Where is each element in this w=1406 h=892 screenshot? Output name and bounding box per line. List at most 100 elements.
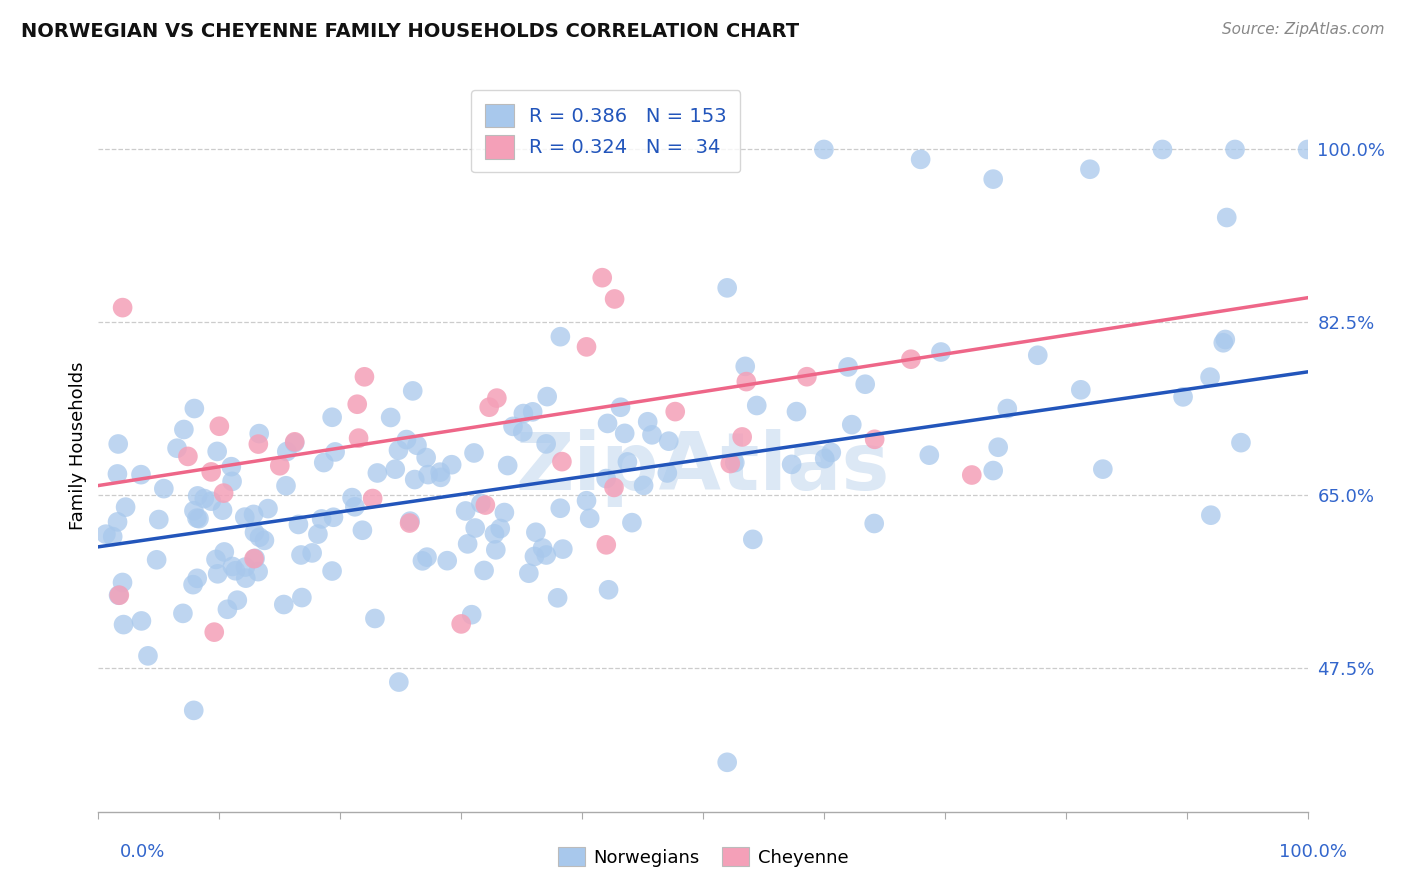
Point [718,457,741,471]
Point [380,410,402,425]
Point [323,445,346,459]
Point [242,508,264,522]
Point [616,455,638,469]
Point [395,433,418,447]
Point [429,465,451,479]
Point [1223,143,1246,157]
Text: 100.0%: 100.0% [1279,843,1347,861]
Point [148,512,170,526]
Point [716,756,738,770]
Point [523,549,546,564]
Point [454,504,477,518]
Point [111,301,134,315]
Point [1070,383,1092,397]
Point [796,369,818,384]
Point [166,441,188,455]
Point [188,511,211,525]
Point [226,593,249,607]
Point [496,458,519,473]
Point [814,451,837,466]
Point [243,551,266,566]
Point [657,466,679,480]
Point [208,419,231,434]
Point [484,526,506,541]
Point [247,426,270,441]
Point [366,466,388,480]
Point [716,281,738,295]
Point [416,550,439,565]
Point [352,523,374,537]
Point [591,270,613,285]
Point [269,458,291,473]
Point [177,450,200,464]
Point [502,419,524,434]
Point [595,538,617,552]
Point [853,377,876,392]
Point [399,514,422,528]
Point [470,496,492,510]
Point [404,473,426,487]
Point [415,450,437,465]
Point [1212,335,1234,350]
Point [633,478,655,492]
Point [472,564,495,578]
Point [233,560,256,574]
Point [863,432,886,446]
Point [536,548,558,562]
Point [512,425,534,439]
Point [981,464,1004,478]
Point [361,491,384,506]
Point [785,404,807,418]
Point [129,467,152,482]
Point [322,510,344,524]
Point [411,554,433,568]
Point [186,511,208,525]
Point [211,503,233,517]
Point [205,444,228,458]
Point [284,434,307,449]
Point [918,448,941,462]
Point [274,479,297,493]
Point [247,565,270,579]
Text: NORWEGIAN VS CHEYENNE FAMILY HOUSEHOLDS CORRELATION CHART: NORWEGIAN VS CHEYENNE FAMILY HOUSEHOLDS … [21,22,799,41]
Point [1296,143,1319,157]
Point [575,493,598,508]
Point [193,491,215,506]
Point [813,143,835,157]
Legend: R = 0.386   N = 153, R = 0.324   N =  34: R = 0.386 N = 153, R = 0.324 N = 34 [471,90,741,172]
Legend: Norwegians, Cheyenne: Norwegians, Cheyenne [550,840,856,874]
Point [780,458,803,472]
Point [1199,508,1222,523]
Point [114,500,136,515]
Point [464,521,486,535]
Point [1171,390,1194,404]
Point [307,527,329,541]
Text: ZipAtlas: ZipAtlas [516,429,890,507]
Point [340,491,363,505]
Point [214,545,236,559]
Point [136,648,159,663]
Point [595,472,617,486]
Point [202,625,225,640]
Point [108,588,131,602]
Point [312,456,335,470]
Point [863,516,886,531]
Point [734,359,756,374]
Text: Source: ZipAtlas.com: Source: ZipAtlas.com [1222,22,1385,37]
Point [837,359,859,374]
Point [321,410,343,425]
Point [187,489,209,503]
Point [1230,435,1253,450]
Point [603,480,626,494]
Point [217,602,239,616]
Point [548,501,571,516]
Point [172,607,194,621]
Point [494,506,516,520]
Point [489,521,512,535]
Point [900,352,922,367]
Point [418,467,440,482]
Point [398,516,420,530]
Point [181,577,204,591]
Point [200,494,222,508]
Point [200,465,222,479]
